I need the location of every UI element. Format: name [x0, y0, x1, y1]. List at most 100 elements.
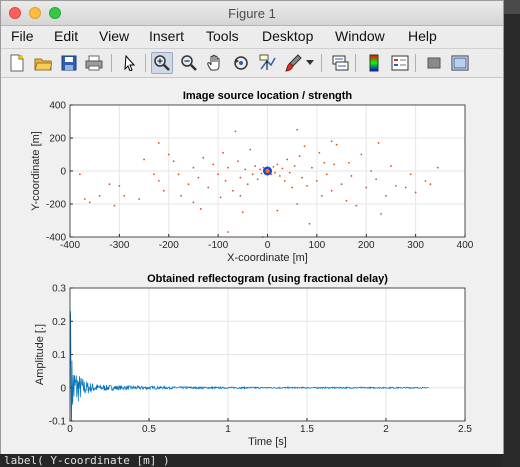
menu-insert[interactable]: Insert	[149, 28, 185, 44]
brush-icon[interactable]	[282, 52, 304, 74]
scatter-point	[138, 198, 141, 200]
scatter-y-tick-label: 200	[49, 134, 66, 145]
open-file-icon[interactable]	[32, 52, 54, 74]
colorbar-icon[interactable]	[363, 52, 385, 74]
scatter-point	[202, 156, 205, 159]
pointer-icon[interactable]	[119, 52, 141, 74]
scatter-point	[207, 186, 210, 189]
scatter-point	[232, 189, 234, 192]
scatter-point	[246, 183, 249, 186]
scatter-point	[227, 231, 229, 233]
reflectogram-y-tick-label: 0.2	[52, 317, 66, 328]
show-plot-tools-icon[interactable]	[449, 52, 471, 74]
scatter-point	[224, 180, 227, 182]
title-bar[interactable]: Figure 1	[1, 1, 503, 26]
scatter-point	[281, 167, 284, 170]
scatter-point	[414, 191, 417, 194]
editor-bottom-line: label( Y-coordinate [m] )	[4, 454, 170, 467]
scatter-point	[286, 158, 289, 161]
zoom-in-icon[interactable]	[151, 52, 173, 74]
toolbar-separator	[145, 54, 146, 72]
zoom-button[interactable]	[49, 7, 61, 19]
scatter-point	[348, 161, 350, 164]
reflectogram-y-tick-label: 0.3	[52, 284, 66, 295]
hide-plot-tools-icon[interactable]	[423, 52, 445, 74]
scatter-point	[276, 209, 279, 212]
close-button[interactable]	[9, 7, 21, 19]
scatter-point	[192, 166, 195, 169]
scatter-point	[83, 198, 86, 200]
editor-scrollbar[interactable]	[502, 0, 520, 467]
scatter-point	[311, 166, 313, 169]
scatter-point	[118, 184, 121, 187]
pan-icon[interactable]	[204, 52, 226, 74]
scatter-point	[162, 189, 165, 192]
scatter-point	[315, 180, 318, 182]
menu-edit[interactable]: Edit	[54, 28, 79, 44]
scatter-point	[330, 189, 333, 192]
scatter-x-tick-label: -200	[159, 240, 179, 251]
toolbar-separator	[415, 54, 416, 72]
figure-toolbar	[1, 49, 503, 78]
scatter-point	[318, 151, 321, 154]
scatter-point	[323, 161, 326, 164]
menu-window[interactable]: Window	[335, 28, 385, 44]
reflectogram-y-tick-label: 0	[60, 383, 66, 394]
brush-dropdown-icon[interactable]	[304, 52, 316, 74]
plot-area: -400 -300 -200 -100 0 100 200 300 400 -400 -200 0 20…	[1, 78, 503, 454]
scatter-xlabel: X-coordinate [m]	[227, 252, 308, 264]
figure-window: Figure 1 File Edit View Insert Tools Des…	[0, 0, 504, 454]
scatter-point	[249, 148, 252, 151]
reflectogram-x-tick-label: 0.5	[142, 424, 156, 435]
scatter-point	[365, 186, 368, 189]
reflectogram-ylabel: Amplitude [.]	[34, 324, 46, 385]
scatter-point	[197, 176, 200, 179]
scatter-point	[274, 171, 276, 174]
link-plot-icon[interactable]	[329, 52, 351, 74]
scatter-point	[78, 173, 81, 176]
rotate-icon[interactable]	[230, 52, 252, 74]
scatter-point	[180, 194, 182, 197]
scatter-point	[260, 172, 263, 175]
scatter-x-tick-label: -400	[60, 240, 80, 251]
scatter-point	[177, 173, 180, 176]
menu-help[interactable]: Help	[408, 28, 437, 44]
menu-file[interactable]: File	[11, 28, 34, 44]
scatter-point	[330, 140, 333, 143]
scatter-point	[98, 194, 101, 197]
print-icon[interactable]	[83, 52, 105, 74]
scatter-point	[370, 170, 373, 172]
scatter-axes-box	[69, 104, 466, 238]
zoom-out-icon[interactable]	[178, 52, 200, 74]
scatter-point	[157, 180, 160, 182]
scatter-point	[325, 173, 328, 176]
toolbar-separator	[355, 54, 356, 72]
scatter-x-tick-label: 300	[407, 240, 424, 251]
scatter-point	[262, 166, 265, 169]
scatter-point	[350, 175, 353, 177]
scatter-point	[219, 196, 222, 199]
scatter-point	[340, 183, 343, 186]
scatter-point	[153, 173, 155, 176]
scatter-point	[259, 168, 261, 171]
scatter-point	[333, 163, 336, 166]
data-cursor-icon[interactable]	[256, 52, 278, 74]
menu-view[interactable]: View	[99, 28, 130, 44]
legend-icon[interactable]	[389, 52, 411, 74]
scatter-point	[345, 199, 348, 202]
minimize-button[interactable]	[29, 7, 41, 19]
menu-bar: File Edit View Insert Tools Desktop Wind…	[1, 26, 503, 49]
menu-tools[interactable]: Tools	[206, 28, 239, 44]
scatter-point	[278, 175, 281, 177]
scatter-point	[385, 194, 387, 197]
scatter-x-tick-label: -300	[109, 240, 129, 251]
scatter-point	[244, 168, 247, 171]
save-icon[interactable]	[58, 52, 80, 74]
scatter-point	[143, 158, 145, 161]
new-figure-icon[interactable]	[6, 52, 28, 74]
menu-desktop[interactable]: Desktop	[262, 28, 314, 44]
scatter-point	[236, 160, 239, 162]
scatter-point	[429, 183, 432, 186]
scatter-point	[172, 160, 175, 162]
reflectogram-title: Obtained reflectogram (using fractional …	[147, 273, 388, 285]
